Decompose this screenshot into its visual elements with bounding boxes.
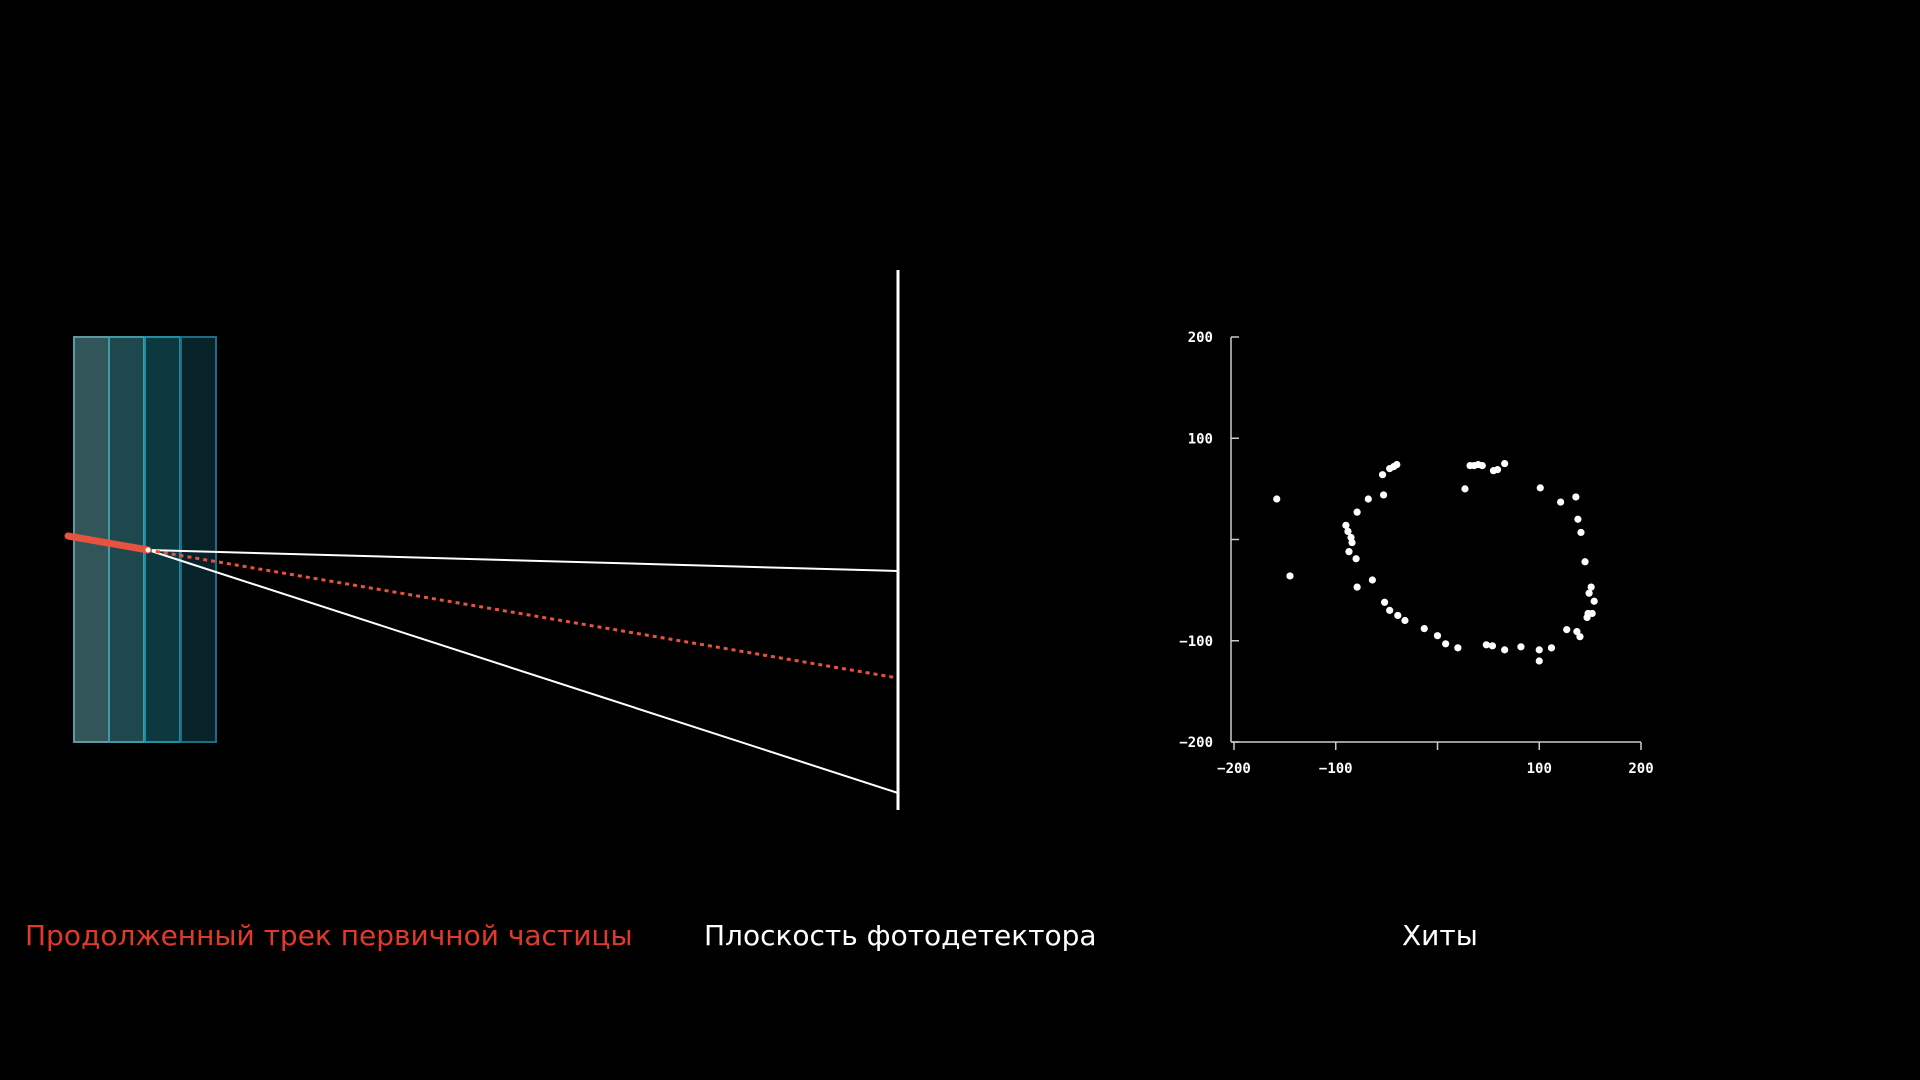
hit-point: [1466, 461, 1474, 470]
hit-point: [1442, 640, 1450, 648]
cherenkov-ray-lower: [147, 549, 899, 794]
y-tick-label: 200: [1188, 330, 1213, 346]
x-tick-label: 200: [1628, 761, 1653, 777]
hit-point: [1380, 598, 1389, 606]
hit-point: [1488, 642, 1497, 650]
hit-point: [1563, 626, 1571, 634]
hit-point: [1493, 466, 1502, 474]
y-tick-label: −200: [1179, 735, 1213, 751]
hits-caption: Хиты: [1402, 919, 1478, 952]
hit-point: [1286, 572, 1294, 580]
hit-point: [1378, 471, 1387, 479]
cherenkov-ray-upper: [147, 549, 899, 572]
hit-point: [1590, 597, 1598, 605]
hit-point: [1353, 583, 1361, 591]
hit-point: [1478, 461, 1486, 470]
hit-point: [1588, 609, 1596, 618]
radiator-layer: [108, 336, 145, 743]
hit-point: [1535, 646, 1543, 654]
hit-point: [1420, 625, 1428, 633]
y-tick-label: −100: [1179, 634, 1213, 650]
hit-point: [1557, 498, 1565, 506]
hit-point: [1574, 515, 1582, 523]
plot-tick-labels: 200 100 −100 −200−200 −100 100 200: [1179, 330, 1653, 777]
hit-point: [1394, 611, 1402, 620]
hit-point: [1536, 484, 1544, 492]
extended-track-dashed: [147, 548, 899, 680]
hits-scatter-plot: 200 100 −100 −200−200 −100 100 200: [1179, 330, 1653, 777]
hit-point: [1587, 583, 1595, 591]
hit-point: [1501, 646, 1509, 654]
cherenkov-rays: [64, 532, 899, 794]
hit-point: [1342, 521, 1350, 529]
primary-particle-track: [64, 532, 152, 554]
detector-plane-caption: Плоскость фотодетектора: [704, 919, 1097, 952]
hit-point: [1572, 493, 1580, 501]
hit-point: [1454, 644, 1462, 652]
x-tick-label: −100: [1319, 761, 1353, 777]
hit-point: [1433, 632, 1442, 640]
hit-point: [1352, 555, 1360, 563]
hit-points: [1273, 459, 1598, 665]
hit-point: [1535, 657, 1543, 665]
hit-point: [1547, 644, 1556, 652]
extended-track-caption: Продолженный трек первичной частицы: [25, 919, 633, 952]
hit-point: [1581, 558, 1589, 566]
hit-point: [1482, 641, 1490, 649]
hit-point: [1393, 460, 1401, 469]
radiator-block: [73, 336, 217, 743]
radiator-layer: [144, 336, 181, 743]
hit-point: [1344, 527, 1352, 536]
hit-point: [1345, 548, 1353, 556]
plot-axes: [1230, 336, 1642, 750]
radiator-layer: [180, 336, 217, 743]
hit-point: [1401, 616, 1409, 625]
hit-point: [1501, 459, 1509, 468]
hit-point: [1353, 508, 1361, 516]
hit-point: [1386, 606, 1394, 614]
x-tick-label: −200: [1217, 761, 1251, 777]
hit-point: [1273, 495, 1281, 503]
hit-point: [1461, 485, 1469, 493]
hit-point: [1576, 633, 1584, 641]
hit-point: [1585, 589, 1593, 597]
hit-point: [1364, 495, 1372, 503]
hit-point: [1577, 528, 1585, 537]
hit-point: [1517, 643, 1525, 651]
hit-point: [1368, 576, 1376, 584]
y-tick-label: 100: [1188, 431, 1213, 447]
hit-point: [1348, 538, 1356, 547]
x-tick-label: 100: [1527, 761, 1552, 777]
hit-point: [1379, 491, 1388, 499]
emission-point: [145, 547, 151, 553]
